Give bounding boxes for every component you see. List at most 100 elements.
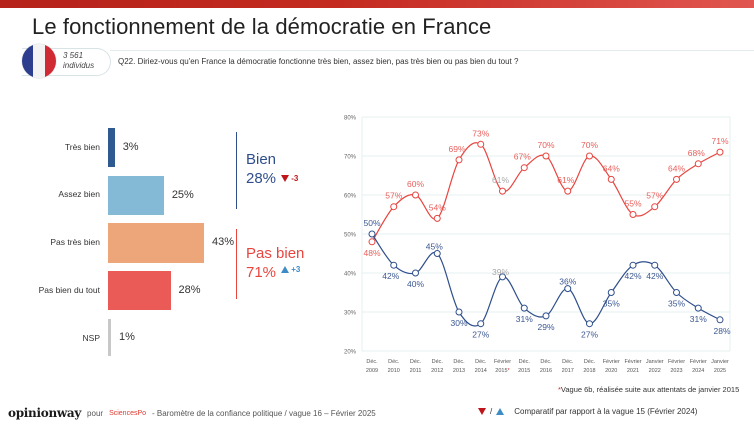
data-point-pas-bien [564,187,572,195]
data-label-bien: 29% [537,322,554,332]
data-label-bien: 30% [450,318,467,328]
x-tick-label: Déc. [475,359,487,365]
x-tick-label: Février [668,359,685,365]
question-divider [110,50,754,51]
pas-bien-bracket-line [236,229,237,299]
data-point-pas-bien [412,191,419,199]
data-label-bien: 50% [363,218,380,228]
flag-blue [22,44,34,78]
bar-value: 25% [171,188,194,201]
up-triangle-icon [496,408,505,415]
data-point-bien [694,304,702,312]
bar-assez-bien [108,176,164,215]
data-point-bien [542,312,550,320]
up-triangle-icon [281,266,289,274]
data-label-pas-bien: 67% [514,152,531,162]
pas-bien-delta-value: +3 [291,265,301,274]
bar-value: 43% [212,236,235,248]
bar-label: Pas bien du tout [38,285,100,295]
x-tick-label: 2017 [562,368,574,374]
footnote-text: Vague 6b, réalisée suite aux attentats d… [560,385,740,394]
data-point-bien [477,320,485,328]
y-tick-label: 30% [344,311,357,317]
data-point-bien [673,289,680,296]
data-point-bien [607,289,615,296]
france-flag-icon [22,44,56,78]
data-label-pas-bien: 55% [624,199,641,209]
bar-label: Assez bien [58,189,100,199]
data-label-pas-bien: 61% [492,175,509,185]
data-label-bien: 28% [713,326,730,336]
bien-group-name: Bien [246,151,277,168]
footnote: *Vague 6b, réalisée suite aux attentats … [558,385,739,394]
x-tick-label: Déc. [388,359,400,365]
data-point-pas-bien [390,203,398,211]
data-point-pas-bien [629,211,637,218]
data-label-pas-bien: 61% [557,175,574,185]
data-point-bien [390,261,398,269]
x-tick-label: 2010 [388,368,400,374]
data-label-pas-bien: 68% [688,148,705,158]
bar-label: Très bien [64,142,100,152]
x-tick-label: 2015* [495,368,510,374]
x-tick-label: Déc. [410,359,422,365]
data-point-pas-bien [368,238,376,246]
y-tick-label: 80% [344,116,357,122]
data-point-pas-bien [455,156,463,164]
x-tick-label: 2023 [670,368,682,374]
x-tick-label: Déc. [453,359,465,365]
x-tick-label: 2020 [605,368,617,374]
chart-series: 48% 57% 60% 54% 69% 73% 61% 67% 70% 61% 70% 64% 55% 5… [363,128,730,339]
x-tick-label: 2015 [518,368,530,374]
data-point-pas-bien [433,214,441,222]
bar-tres-bien [108,128,115,167]
data-point-bien [629,261,637,269]
bar-value: 1% [119,330,135,343]
data-point-pas-bien [651,203,659,211]
data-point-bien [412,269,419,277]
data-label-bien: 27% [581,330,598,340]
data-point-pas-bien [607,175,615,183]
x-tick-label: Déc. [519,359,531,365]
footnote-star: * [558,385,561,394]
survey-name: - Baromètre de la confiance politique / … [152,408,376,418]
data-point-bien [499,273,506,281]
top-accent-bar [0,0,754,8]
data-label-bien: 45% [426,242,443,252]
data-point-bien [564,285,572,293]
x-tick-label: 2013 [453,368,465,374]
data-label-pas-bien: 71% [711,136,728,146]
data-point-pas-bien [542,152,550,160]
bar-value: 28% [178,283,201,296]
bien-group-pct: 28% [246,170,277,187]
pas-bien-delta: +3 [281,265,300,274]
data-label-bien: 27% [472,330,489,340]
data-label-bien: 35% [668,299,685,309]
data-label-bien: 35% [603,299,620,309]
data-point-bien [433,250,441,257]
x-tick-label: Déc. [540,359,552,365]
bien-delta-value: -3 [291,174,299,183]
x-axis-ticks: Déc. 2009 Déc. 2010 Déc. 2011 Déc. 2012 Déc. 2013… [366,359,729,374]
x-tick-label: 2011 [410,368,422,374]
x-tick-label: Déc. [562,359,574,365]
bar-label: Pas très bien [50,237,100,247]
legend-separator: / [490,407,493,416]
x-tick-label: 2018 [583,368,595,374]
bar-label: NSP [82,333,100,343]
data-point-pas-bien [477,140,485,148]
chart-grid [361,116,731,352]
data-point-bien [716,316,724,324]
data-label-pas-bien: 64% [668,163,685,173]
data-point-bien [455,308,463,316]
down-triangle-icon [478,408,486,415]
data-point-bien [368,230,376,238]
x-tick-label: 2025 [714,368,726,374]
y-tick-label: 70% [344,155,357,161]
x-tick-label: Déc. [584,359,596,365]
comparison-legend: / Comparatif par rapport à la vague 15 (… [478,407,697,416]
data-label-pas-bien: 54% [429,202,446,212]
y-tick-label: 50% [344,233,357,239]
sample-pill [22,48,111,76]
